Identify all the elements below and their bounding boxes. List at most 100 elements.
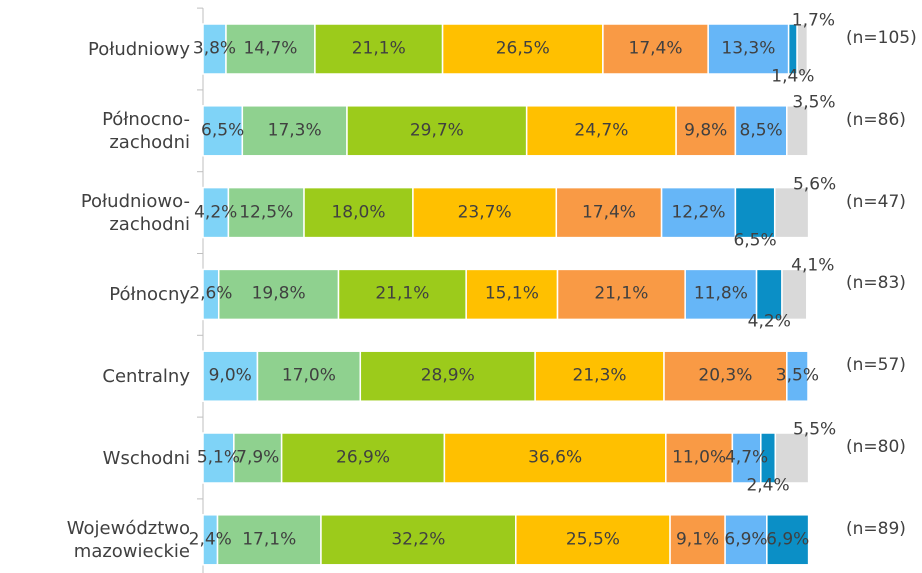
bar-segment	[773, 186, 810, 239]
category-label: Południowy	[88, 38, 190, 60]
value-label: 9,0%	[208, 365, 252, 386]
bar-segment	[202, 350, 259, 402]
value-label: 4,7%	[724, 447, 769, 468]
bar-segment	[675, 105, 737, 157]
sample-label: (n=47)	[846, 191, 906, 212]
value-label: 6,5%	[201, 120, 245, 141]
value-label: 17,3%	[267, 120, 322, 141]
value-label: 3,5%	[775, 365, 820, 386]
bar-segment	[465, 268, 559, 321]
value-label: 19,8%	[251, 283, 306, 304]
bar-segment	[280, 432, 446, 484]
bar-segment	[303, 186, 414, 239]
bar-segment	[202, 432, 235, 484]
value-label: 14,7%	[243, 38, 298, 59]
value-label: 5,6%	[792, 174, 837, 195]
value-label: 36,6%	[528, 447, 583, 468]
sample-label: (n=83)	[846, 273, 906, 294]
value-label: 23,7%	[457, 202, 512, 223]
bar-segment	[555, 186, 663, 239]
bar-segment	[320, 514, 517, 566]
value-label: 17,4%	[628, 38, 683, 59]
bar-segment	[755, 268, 783, 321]
bar-segment	[359, 350, 536, 402]
value-label: 1,7%	[791, 10, 835, 31]
value-label: 32,2%	[391, 529, 446, 550]
bar-segment	[786, 105, 809, 157]
value-label: 12,5%	[239, 202, 294, 223]
sample-label: (n=105)	[846, 28, 917, 48]
value-label: 7,9%	[236, 447, 280, 468]
value-label: 17,1%	[242, 529, 297, 550]
value-label: 2,6%	[189, 283, 233, 304]
bar-segment	[227, 186, 305, 239]
bar-segment	[707, 23, 790, 75]
bar-segment	[202, 186, 230, 239]
value-label: 26,5%	[495, 38, 550, 59]
bar-segment	[665, 432, 734, 484]
sample-label: (n=89)	[846, 518, 906, 539]
value-label: 3,8%	[192, 38, 237, 59]
bar-segment	[766, 514, 810, 566]
value-label: 4,1%	[791, 255, 835, 276]
bar-segment	[233, 432, 283, 484]
bar-segment	[525, 105, 677, 157]
sample-label: (n=80)	[846, 437, 906, 457]
bar-segment	[663, 350, 788, 402]
category-label: Północno- zachodni	[102, 108, 190, 153]
category-label: Centralny	[102, 365, 190, 387]
bar-segment	[202, 105, 244, 157]
bar-segment	[734, 186, 776, 239]
value-label: 6,5%	[733, 230, 777, 251]
value-label: 21,1%	[594, 283, 649, 304]
bar-segment	[225, 23, 316, 75]
value-label: 3,5%	[792, 92, 836, 113]
bar-segment	[412, 186, 558, 239]
value-label: 21,1%	[351, 38, 406, 59]
value-label: 15,1%	[484, 283, 539, 304]
value-label: 2,4%	[746, 475, 790, 496]
value-label: 8,5%	[739, 120, 783, 141]
bar-segment	[337, 268, 467, 321]
value-label: 1,4%	[771, 66, 815, 87]
value-label: 13,3%	[721, 38, 776, 59]
value-label: 12,2%	[671, 202, 726, 223]
bar-segment	[786, 350, 809, 402]
bar-segment	[669, 514, 726, 566]
value-label: 24,7%	[574, 120, 629, 141]
value-label: 17,0%	[281, 365, 336, 386]
value-label: 5,1%	[196, 447, 241, 468]
value-label: 4,2%	[747, 311, 791, 332]
value-label: 21,1%	[375, 283, 430, 304]
value-label: 20,3%	[698, 365, 753, 386]
bar-segment	[731, 432, 762, 484]
bar-segment	[774, 432, 810, 484]
category-label: Południowo- zachodni	[80, 190, 190, 235]
value-label: 28,9%	[420, 365, 475, 386]
value-label: 11,0%	[672, 447, 727, 468]
bar-segment	[781, 268, 808, 321]
value-label: 5,5%	[792, 419, 837, 440]
category-label: Wschodni	[102, 447, 190, 469]
value-label: 17,4%	[581, 202, 636, 223]
value-label: 18,0%	[331, 202, 386, 223]
bar-segment	[515, 514, 671, 566]
value-label: 29,7%	[409, 120, 464, 141]
bar-segment	[660, 186, 737, 239]
bar-segment	[314, 23, 444, 75]
value-label: 6,9%	[766, 529, 810, 550]
bar-segment	[602, 23, 709, 75]
value-label: 26,9%	[336, 447, 391, 468]
value-label: 9,8%	[684, 120, 728, 141]
value-label: 4,2%	[194, 202, 238, 223]
bar-segment	[796, 23, 809, 75]
sample-label: (n=57)	[846, 355, 906, 376]
bar-segment	[346, 105, 528, 157]
value-label: 6,9%	[724, 529, 768, 550]
sample-label: (n=86)	[846, 109, 906, 130]
bar-segment	[241, 105, 348, 157]
value-label: 2,4%	[188, 529, 232, 550]
value-label: 9,1%	[675, 529, 720, 550]
